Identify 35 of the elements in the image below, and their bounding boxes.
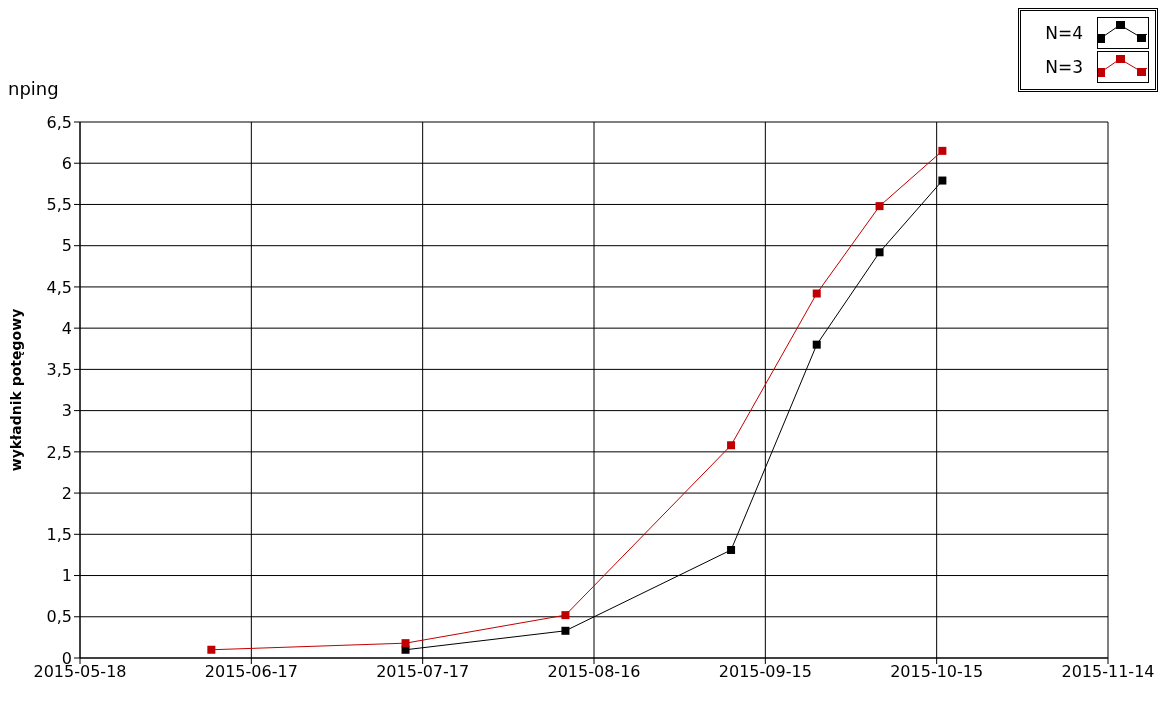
point	[812, 340, 821, 349]
point	[561, 611, 570, 620]
point	[207, 645, 216, 654]
legend-label: N=4	[1045, 23, 1083, 43]
point	[401, 639, 410, 648]
y-tick-label: 6,5	[46, 112, 72, 132]
y-tick-label: 3	[61, 401, 72, 421]
point	[561, 626, 570, 635]
y-tick-label: 2	[61, 483, 72, 503]
y-tick-label: 2,5	[46, 442, 72, 462]
x-tick-label: 2015-11-14	[1061, 662, 1155, 682]
y-tick-label: 1	[61, 566, 72, 586]
y-tick-label: 0,5	[46, 607, 72, 627]
x-tick-label: 2015-09-15	[718, 662, 812, 682]
x-tick-label: 2015-10-15	[890, 662, 984, 682]
legend-label: N=3	[1045, 57, 1083, 77]
chart-title: nping	[8, 78, 59, 99]
point	[812, 289, 821, 298]
point	[727, 441, 736, 450]
point	[875, 202, 884, 211]
y-axis-title: wykładnik potęgowy	[7, 308, 24, 472]
x-tick-label: 2015-07-17	[376, 662, 470, 682]
y-tick-label: 5	[61, 236, 72, 256]
y-tick-label: 3,5	[46, 360, 72, 380]
y-tick-label: 6	[61, 153, 72, 173]
y-tick-label: 5,5	[46, 195, 72, 215]
point	[938, 146, 947, 155]
y-tick-label: 4	[61, 318, 72, 338]
x-tick-label: 2015-08-16	[547, 662, 641, 682]
x-tick-label: 2015-06-17	[204, 662, 298, 682]
y-tick-label: 4,5	[46, 277, 72, 297]
point	[938, 176, 947, 185]
y-tick-label: 1,5	[46, 524, 72, 544]
point	[727, 545, 736, 554]
point	[875, 248, 884, 257]
